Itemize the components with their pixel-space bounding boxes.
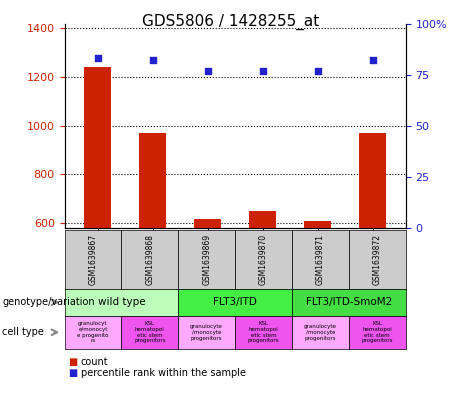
Text: GDS5806 / 1428255_at: GDS5806 / 1428255_at (142, 14, 319, 30)
Point (204, 68, 211, 74)
Text: ■: ■ (68, 368, 77, 378)
Text: KSL
hematopoi
etic stem
progenitors: KSL hematopoi etic stem progenitors (134, 321, 165, 343)
Bar (194, 219, 221, 228)
Bar (304, 221, 331, 228)
Point (94, 55, 101, 61)
Text: GSM1639867: GSM1639867 (89, 234, 97, 285)
Bar (249, 211, 277, 228)
Text: KSL
hematopoi
etic stem
progenitors: KSL hematopoi etic stem progenitors (248, 321, 279, 343)
Bar (359, 133, 386, 228)
Text: granulocyte
/monocyte
progenitors: granulocyte /monocyte progenitors (190, 324, 223, 341)
Text: KSL
hematopoi
etic stem
progenitors: KSL hematopoi etic stem progenitors (361, 321, 393, 343)
Point (259, 68, 266, 74)
Text: FLT3/ITD-SmoM2: FLT3/ITD-SmoM2 (306, 297, 392, 307)
Point (149, 57, 156, 64)
Text: count: count (81, 356, 108, 367)
Text: FLT3/ITD: FLT3/ITD (213, 297, 257, 307)
Text: percentile rank within the sample: percentile rank within the sample (81, 368, 246, 378)
Text: GSM1639871: GSM1639871 (316, 234, 325, 285)
Text: ■: ■ (68, 356, 77, 367)
Text: cell type: cell type (2, 327, 44, 337)
Bar (84, 67, 111, 228)
Text: GSM1639868: GSM1639868 (145, 234, 154, 285)
Text: GSM1639869: GSM1639869 (202, 234, 211, 285)
Point (369, 57, 376, 64)
Text: granulocyte
/monocyte
progenitors: granulocyte /monocyte progenitors (304, 324, 337, 341)
Text: genotype/variation: genotype/variation (2, 297, 95, 307)
Point (314, 68, 321, 74)
Text: granulocyt
e/monocyt
e progenito
rs: granulocyt e/monocyt e progenito rs (77, 321, 109, 343)
Text: wild type: wild type (98, 297, 145, 307)
Text: GSM1639872: GSM1639872 (373, 234, 382, 285)
Text: GSM1639870: GSM1639870 (259, 234, 268, 285)
Bar (139, 133, 166, 228)
